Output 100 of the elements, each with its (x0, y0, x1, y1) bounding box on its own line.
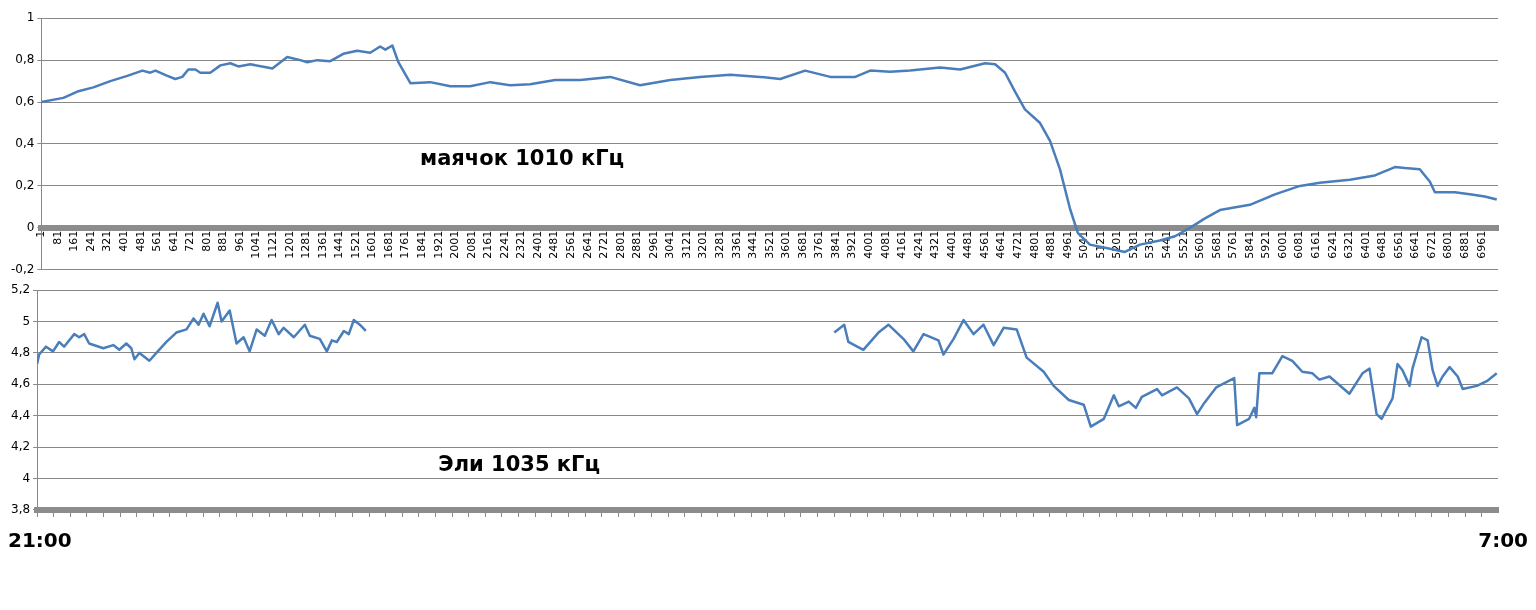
x-tick-label: 4801 (1027, 230, 1041, 259)
x-tick-label: 2161 (481, 230, 495, 259)
x-tick-label: 881 (216, 230, 230, 252)
x-tick-label: 1681 (381, 230, 395, 259)
x-tick-label: 2081 (464, 230, 478, 259)
x-tick-label: 3681 (795, 230, 809, 259)
x-tick-label: 1121 (266, 230, 280, 259)
x-tick-label: 4721 (1010, 230, 1024, 259)
x-tick-label: 6321 (1342, 230, 1356, 259)
x-tick-label: 321 (100, 230, 114, 252)
y-tick-label: 0 (26, 219, 35, 234)
x-tick-label: 4961 (1060, 230, 1074, 259)
x-tick-label: 2001 (448, 230, 462, 259)
x-tick-label: 1 (34, 230, 48, 238)
x-tick-label: 2241 (497, 230, 511, 259)
x-tick-label: 6721 (1424, 230, 1438, 259)
x-tick-label: 3281 (713, 230, 727, 259)
y-tick-label: 0,4 (15, 136, 35, 151)
x-tick-label: 1841 (415, 230, 429, 259)
x-tick-label: 4001 (862, 230, 875, 259)
text: маячок 1010 кГц (419, 145, 625, 170)
x-tick-label: 3761 (812, 230, 826, 259)
x-tick-label: 3201 (696, 230, 710, 259)
x-tick-label: 6241 (1325, 230, 1339, 259)
x-tick-label: 5601 (1193, 230, 1207, 259)
x-tick-label: 5441 (1159, 230, 1173, 259)
x-tick-label: 2961 (646, 230, 660, 259)
y-tick-label: 4,8 (10, 345, 31, 360)
x-tick-label: 961 (232, 230, 246, 252)
x-tick-label: 4561 (977, 230, 991, 259)
x-tick-label: 2881 (630, 230, 644, 259)
x-tick-label: 2401 (530, 230, 544, 259)
y-tick-label: 0,8 (15, 52, 35, 67)
x-tick-label: 1441 (332, 230, 346, 259)
x-tick-label: 1521 (348, 230, 362, 259)
y-tick-label: 4 (22, 470, 31, 485)
x-tick-label: 5841 (1242, 230, 1256, 259)
x-tick-label: 1281 (299, 230, 313, 259)
x-tick-label: 481 (133, 230, 147, 252)
y-tick-label: 3,8 (10, 501, 31, 516)
x-tick-label: 2321 (514, 230, 528, 259)
text: 21:00 (8, 528, 72, 552)
x-tick-label: 4881 (1044, 230, 1058, 259)
x-tick-label: 721 (183, 230, 197, 252)
x-tick-label: 1921 (431, 230, 445, 259)
y-tick-label: 4,2 (10, 439, 31, 454)
x-tick-label: 401 (117, 230, 131, 252)
y-tick-label: -0,2 (10, 261, 35, 276)
x-tick-label: 4161 (895, 230, 909, 259)
x-tick-label: 4321 (928, 230, 942, 259)
x-tick-label: 2801 (613, 230, 627, 259)
x-tick-label: 4241 (911, 230, 925, 259)
x-tick-label: 1201 (282, 230, 296, 259)
x-tick-label: 241 (83, 230, 97, 252)
x-tick-label: 3441 (746, 230, 760, 259)
x-tick-label: 3601 (779, 230, 793, 259)
x-tick-label: 1041 (249, 230, 263, 259)
x-tick-label: 801 (199, 230, 213, 252)
y-tick-label: 0,2 (15, 178, 35, 193)
x-tick-label: 1361 (315, 230, 329, 259)
x-tick-label: 561 (150, 230, 164, 252)
y-tick-label: 5 (22, 313, 31, 328)
x-tick-label: 4481 (961, 230, 975, 259)
y-tick-label: 0,6 (15, 94, 35, 109)
x-tick-label: 6401 (1358, 230, 1372, 259)
y-tick-label: 1 (26, 10, 35, 25)
x-tick-label: 5761 (1226, 230, 1240, 259)
x-tick-label: 2641 (580, 230, 594, 259)
y-tick-label: 4,6 (10, 376, 31, 391)
x-tick-label: 5921 (1259, 230, 1273, 259)
x-tick-label: 2721 (597, 230, 611, 259)
x-tick-label: 161 (67, 230, 81, 252)
x-tick-label: 3841 (828, 230, 842, 259)
x-tick-label: 6561 (1391, 230, 1405, 259)
x-tick-label: 3041 (663, 230, 677, 259)
x-tick-label: 641 (166, 230, 180, 252)
x-tick-label: 1761 (398, 230, 412, 259)
x-tick-label: 1601 (365, 230, 379, 259)
x-tick-label: 6481 (1375, 230, 1389, 259)
x-tick-label: 6081 (1292, 230, 1306, 259)
x-tick-label: 6001 (1275, 230, 1289, 259)
x-tick-label: 4401 (944, 230, 958, 259)
x-tick-label: 3921 (845, 230, 859, 259)
x-tick-label: 5121 (1093, 230, 1107, 259)
x-tick-label: 3361 (729, 230, 743, 259)
x-tick-label: 6641 (1408, 230, 1422, 259)
x-tick-label: 6961 (1474, 230, 1488, 259)
x-tick-label: 5681 (1209, 230, 1223, 259)
x-tick-label: 6161 (1308, 230, 1322, 259)
text: 7:00 (1478, 528, 1528, 552)
y-tick-label: 4,4 (10, 407, 31, 422)
x-tick-label: 2481 (547, 230, 561, 259)
x-tick-label: 2561 (564, 230, 578, 259)
x-tick-label: 3521 (762, 230, 776, 259)
x-tick-label: 4641 (994, 230, 1008, 259)
x-tick-label: 3121 (679, 230, 693, 259)
x-tick-label: 4081 (878, 230, 892, 259)
x-tick-label: 5521 (1176, 230, 1190, 259)
text: Эли 1035 кГц (438, 452, 601, 477)
x-tick-label: 81 (50, 230, 64, 245)
